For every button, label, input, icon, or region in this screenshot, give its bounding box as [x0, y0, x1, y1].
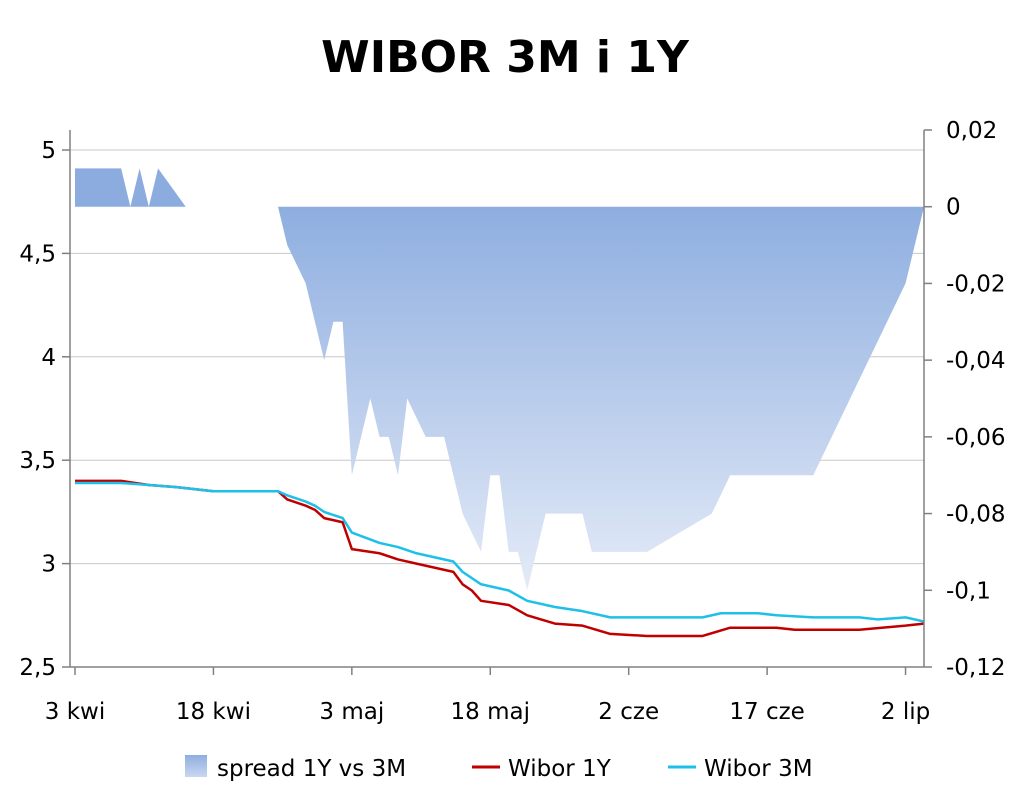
y-left-tick-label: 4	[41, 345, 56, 371]
axes: 2,5 3 3,5 4 4,5 5 -0,12 -0,1 -0,08 -0,06 -0,04 -0,0…	[19, 118, 1005, 725]
x-tick-label: 3 kwi	[45, 699, 105, 725]
y-right-tick-label: -0,08	[946, 502, 1006, 528]
y-left-tick-label: 5	[41, 138, 56, 164]
y-left-tick-label: 3	[41, 552, 56, 578]
x-tick-label: 2 lip	[881, 699, 930, 725]
y-right-tick-label: -0,02	[946, 271, 1006, 297]
x-tick-label: 18 maj	[451, 699, 530, 725]
spread-area	[278, 206, 924, 591]
y-left-tick-label: 3,5	[19, 448, 56, 474]
y-left-tick-label: 4,5	[19, 241, 56, 267]
x-tick-label: 17 cze	[729, 699, 804, 725]
legend-swatch-spread	[185, 755, 207, 777]
wibor-3m-line	[75, 481, 924, 623]
line-series	[75, 479, 924, 638]
y-right-tick-label: -0,1	[946, 578, 991, 604]
y-right-tick-label: 0	[946, 195, 961, 221]
x-tick-label: 18 kwi	[176, 699, 251, 725]
y-left-tick-label: 2,5	[19, 655, 56, 681]
wibor-1y-line	[75, 479, 924, 638]
y-right-tick-label: -0,04	[946, 348, 1006, 374]
x-tick-label: 3 maj	[319, 699, 384, 725]
legend-label-wibor-1y: Wibor 1Y	[508, 756, 612, 782]
legend: spread 1Y vs 3M Wibor 1Y Wibor 3M	[185, 755, 813, 782]
spread-area	[75, 168, 186, 207]
x-tick-label: 2 cze	[598, 699, 659, 725]
legend-label-wibor-3m: Wibor 3M	[704, 756, 813, 782]
chart-title: WIBOR 3M i 1Y	[321, 32, 689, 83]
spread-area-series	[75, 168, 924, 591]
legend-label-spread: spread 1Y vs 3M	[217, 756, 406, 782]
y-right-tick-label: -0,06	[946, 425, 1006, 451]
y-right-tick-label: -0,12	[946, 655, 1006, 681]
y-right-tick-label: 0,02	[946, 118, 997, 144]
